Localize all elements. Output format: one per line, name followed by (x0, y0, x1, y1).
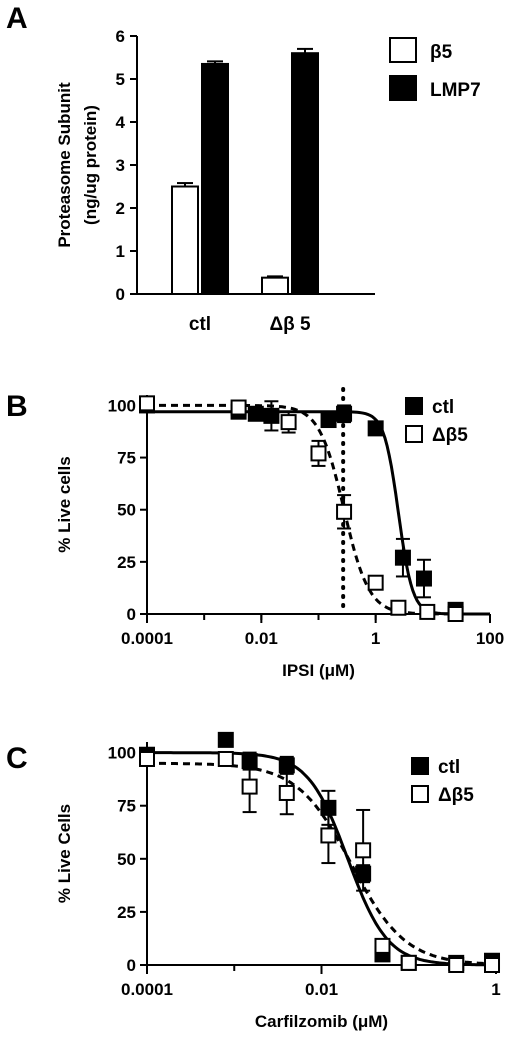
data-point-delta-beta5 (310, 445, 327, 462)
y-tick-label: 75 (117, 797, 136, 816)
legend-marker (411, 757, 429, 775)
y-tick-label: 25 (117, 553, 136, 572)
y-tick-label: 100 (108, 744, 136, 763)
x-tick-label: 0.0001 (121, 629, 173, 648)
y-tick-label: 4 (116, 113, 126, 132)
panel-letter: B (6, 390, 28, 423)
legend-label: Δβ5 (432, 425, 468, 446)
legend-swatch (389, 37, 417, 63)
x-tick-label: 1 (491, 980, 500, 999)
legend-swatch (389, 75, 417, 101)
data-point-delta-beta5 (139, 750, 155, 767)
data-point-ctl (415, 570, 432, 587)
panel-letter: A (6, 2, 28, 35)
panel-b-ipsi-dose-response: B 0 25 50 75 100 0.0001 0.01 1 100 IPSI (μM) % Live… (6, 387, 504, 680)
y-tick-label: 50 (117, 501, 136, 520)
y-tick-label: 50 (117, 850, 136, 869)
y-tick-label: 3 (116, 156, 125, 175)
y-axis-label: (ng/ug protein) (81, 105, 100, 225)
data-point-ctl (263, 407, 280, 424)
bar-beta5 (261, 276, 289, 296)
y-tick-label: 0 (127, 956, 136, 975)
y-tick-label: 2 (116, 199, 125, 218)
y-tick-label: 1 (116, 242, 125, 261)
legend-label: ctl (432, 397, 454, 418)
data-point-delta-beta5 (374, 937, 391, 954)
x-tick-label: 0.0001 (121, 980, 173, 999)
panel-c-carfilzomib-dose-response: C 0 25 50 75 100 0.0001 0.01 1 Carfilzomib (μM) % … (6, 731, 501, 1031)
panel-a-bar-chart: A 0 1 2 3 4 5 6 Proteasome Subunit (ng/ug protein… (6, 2, 481, 335)
data-point-ctl (278, 757, 295, 774)
data-point-delta-beta5 (419, 603, 436, 620)
y-tick-label: 0 (127, 605, 136, 624)
data-point-delta-beta5 (400, 954, 417, 971)
x-tick-label: 0.01 (305, 980, 338, 999)
x-tick-label: 1 (371, 629, 380, 648)
data-point-delta-beta5 (320, 827, 337, 844)
x-tick-label: 0.01 (245, 629, 278, 648)
data-point-ctl (367, 420, 384, 437)
data-point-ctl (247, 405, 264, 422)
x-category-label: Δβ 5 (269, 314, 311, 335)
data-point-ctl (394, 549, 411, 566)
data-point-delta-beta5 (447, 606, 464, 622)
legend-label: Δβ5 (438, 785, 474, 806)
y-tick-label: 75 (117, 449, 136, 468)
data-point-delta-beta5 (241, 778, 258, 795)
y-axis-label: Proteasome Subunit (55, 82, 74, 248)
legend-marker (411, 785, 429, 803)
x-category-label: ctl (189, 314, 211, 335)
x-axis-label: IPSI (μM) (282, 661, 355, 680)
legend-marker (405, 425, 423, 443)
data-point-delta-beta5 (278, 784, 295, 801)
bar-lmp7 (291, 52, 319, 296)
x-axis-label: Carfilzomib (μM) (255, 1012, 388, 1031)
y-tick-label: 0 (116, 285, 125, 304)
bar-beta5 (171, 185, 199, 295)
y-tick-label: 25 (117, 903, 136, 922)
legend-marker (405, 397, 423, 415)
data-point-delta-beta5 (230, 399, 247, 416)
bar-lmp7 (201, 62, 229, 296)
data-point-ctl (336, 405, 353, 422)
legend-label: ctl (438, 757, 460, 778)
data-point-delta-beta5 (139, 395, 155, 412)
panel-letter: C (6, 742, 28, 775)
data-point-delta-beta5 (336, 503, 353, 520)
data-point-delta-beta5 (448, 957, 465, 973)
data-point-delta-beta5 (355, 842, 372, 859)
x-tick-label: 100 (476, 629, 504, 648)
data-point-delta-beta5 (484, 957, 501, 973)
data-point-delta-beta5 (280, 414, 297, 431)
legend-label: β5 (430, 42, 453, 63)
fit-curve-ctl (147, 751, 496, 967)
y-axis-label: % Live Cells (55, 804, 74, 903)
y-axis-label: % Live cells (55, 456, 74, 552)
data-point-ctl (320, 412, 337, 429)
y-tick-label: 5 (116, 70, 125, 89)
data-point-delta-beta5 (390, 599, 407, 616)
data-point-delta-beta5 (217, 750, 234, 767)
data-point-ctl (217, 731, 234, 748)
y-tick-label: 100 (108, 396, 136, 415)
legend-label: LMP7 (430, 80, 481, 101)
data-point-delta-beta5 (367, 574, 384, 591)
y-tick-label: 6 (116, 27, 125, 46)
